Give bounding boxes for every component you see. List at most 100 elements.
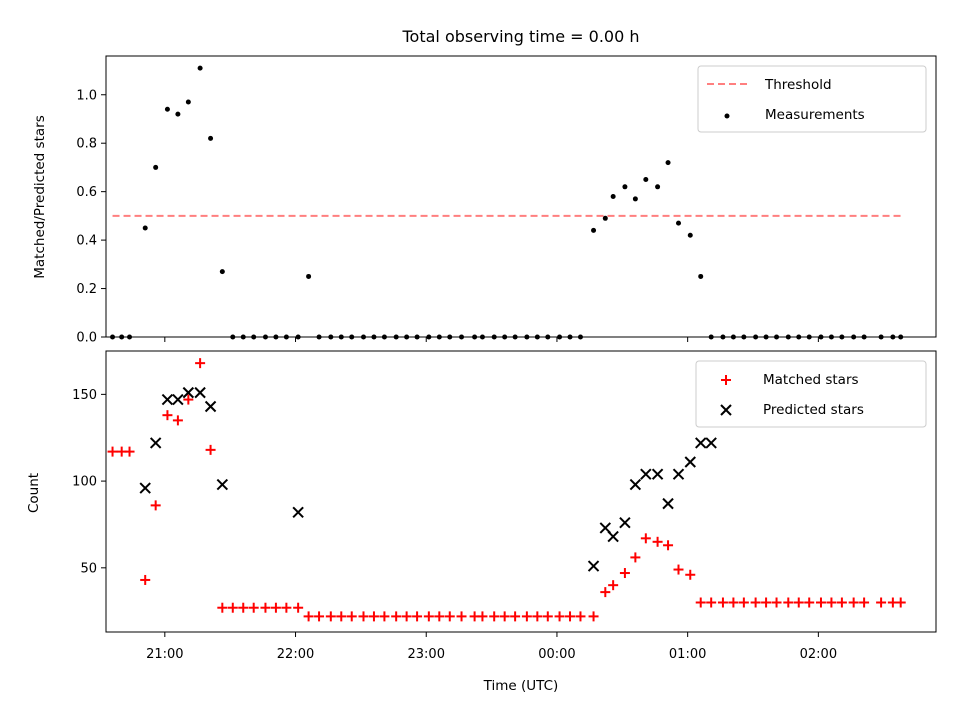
matched-star-point [826,597,837,608]
matched-star-point [358,611,369,622]
matched-star-point [640,533,651,544]
matched-star-point [804,597,815,608]
predicted-star-point [684,456,696,468]
matched-star-point [815,597,826,608]
matched-star-point [859,597,870,608]
matched-star-point [750,597,761,608]
matched-star-point [150,500,161,511]
matched-star-point [652,536,663,547]
measurement-point [219,269,225,275]
measurement-point [622,184,628,190]
bottom-xtick-label: 23:00 [408,647,445,662]
matched-star-point [314,611,325,622]
matched-star-point [477,611,488,622]
top-y-axis-label: Matched/Predicted stars [32,115,48,278]
legend-matched-marker [721,375,731,385]
measurement-point [632,196,638,202]
x-axis-label: Time (UTC) [483,678,559,694]
matched-star-point [260,602,271,613]
bottom-y-ticks: 50 100 150 [72,388,106,576]
measurement-point [175,111,181,117]
predicted-star-point [182,386,195,399]
top-legend: Threshold Measurements [697,65,927,133]
matched-star-point [695,597,706,608]
measurement-point [208,135,214,141]
measurement-point [698,273,704,279]
matched-star-point [706,597,717,608]
legend-threshold-label: Threshold [764,77,832,93]
matched-star-point [336,611,347,622]
matched-star-point [303,611,314,622]
predicted-star-point [662,497,674,510]
predicted-star-point [216,478,229,491]
measurement-point [610,194,616,199]
predicted-star-point [619,517,631,529]
top-ytick-label: 0.8 [76,137,97,152]
matched-star-point [848,597,859,608]
matched-star-point [140,574,151,585]
matched-star-point [124,446,135,457]
top-panel: Total observing time = 0.00 h 0.00.20.40… [32,27,937,346]
bottom-ytick-label: 150 [72,388,97,403]
matched-star-point [895,597,906,608]
legend-predicted-swatch [720,404,732,416]
measurement-point [185,99,191,105]
top-ytick-label: 0.0 [76,331,97,346]
matched-star-point [673,564,684,575]
bottom-xtick-label: 00:00 [538,647,575,662]
matched-star-point [346,611,357,622]
measurement-point [602,215,608,221]
bottom-legend: Matched stars Predicted stars [695,360,927,428]
matched-star-point [575,611,586,622]
chart-title: Total observing time = 0.00 h [401,27,639,46]
matched-star-point [532,611,543,622]
matched-star-point [542,611,553,622]
matched-star-point [391,611,402,622]
measurement-point [665,160,671,166]
top-ytick-label: 0.2 [76,282,97,297]
matched-star-point [227,602,238,613]
predicted-star-point [172,393,184,406]
matched-star-point [456,611,467,622]
measurement-point [676,220,682,226]
matched-star-point [172,415,183,426]
matched-star-point [248,602,259,613]
measurement-point [306,273,312,279]
matched-star-point [630,552,641,563]
measurement-point [655,184,661,190]
matched-star-point [107,446,118,457]
bottom-x-ticks: 21:00 22:00 23:00 00:00 01:00 02:00 [146,632,837,662]
matched-star-point [554,611,565,622]
matched-star-point [325,611,336,622]
matched-star-point [401,611,412,622]
matched-star-point [205,444,216,455]
measurement-point [153,164,159,170]
measurement-point [164,106,170,112]
matched-star-point [217,602,228,613]
legend-matched-swatch [721,375,731,385]
matched-star-point [489,611,500,622]
matched-star-point [423,611,434,622]
bottom-xtick-label: 22:00 [277,647,314,662]
matched-stars-points [107,358,906,622]
bottom-plot-frame [105,350,937,633]
matched-star-point [771,597,782,608]
measurement-point [643,177,649,183]
predicted-star-point [705,437,717,449]
matched-star-point [238,602,249,613]
legend-predicted-label: Predicted stars [763,402,864,418]
top-ytick-label: 1.0 [76,88,97,103]
matched-star-point [195,358,206,369]
matched-star-point [368,611,379,622]
legend-measurements-label: Measurements [765,107,865,123]
matched-star-point [281,602,292,613]
matched-star-point [588,611,599,622]
legend-measurements-swatch [724,113,730,119]
predicted-star-point [629,478,642,491]
matched-star-point [162,410,173,421]
predicted-star-point [651,468,664,480]
matched-star-point [521,611,532,622]
matched-star-point [499,611,510,622]
